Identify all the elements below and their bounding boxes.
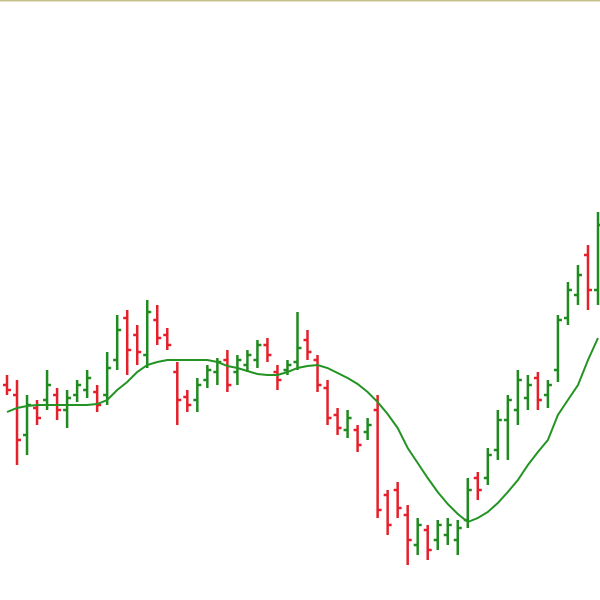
moving-average [6, 337, 599, 524]
